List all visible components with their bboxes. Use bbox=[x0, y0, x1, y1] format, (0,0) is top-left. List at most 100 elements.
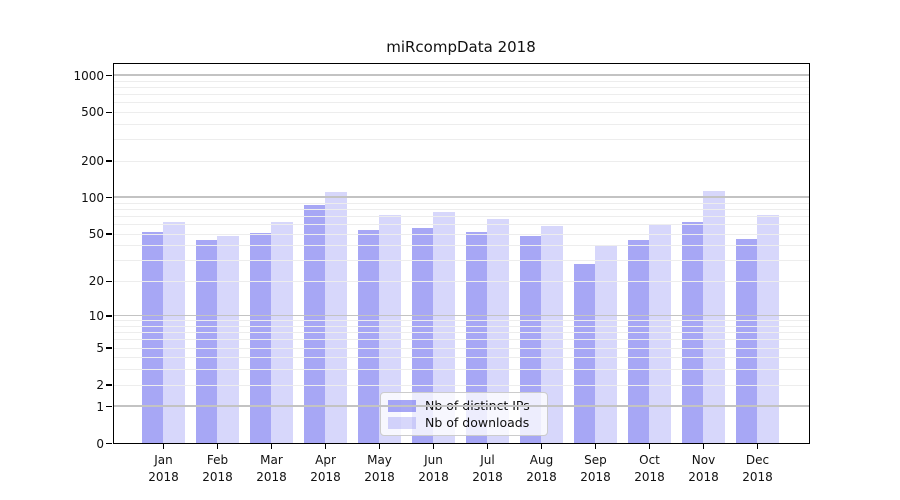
bar-distinct-ips-mar bbox=[249, 232, 271, 443]
x-tick-label: Apr 2018 bbox=[310, 452, 341, 486]
x-tick-label: Feb 2018 bbox=[202, 452, 233, 486]
x-tick-mark bbox=[378, 444, 381, 449]
x-tick-label: Oct 2018 bbox=[634, 452, 665, 486]
x-tick-mark bbox=[540, 444, 543, 449]
legend-label-downloads: Nb of downloads bbox=[425, 415, 530, 430]
x-tick-mark bbox=[648, 444, 651, 449]
x-tick-label: Mar 2018 bbox=[256, 452, 287, 486]
legend-swatch-downloads bbox=[388, 416, 416, 429]
minor-gridline bbox=[114, 139, 809, 140]
y-tick-mark bbox=[106, 74, 112, 77]
bar-distinct-ips-jul bbox=[465, 231, 487, 443]
bar-distinct-ips-dec bbox=[735, 239, 757, 443]
y-tick-mark bbox=[106, 315, 112, 317]
x-tick-mark bbox=[162, 444, 165, 449]
minor-gridline bbox=[114, 102, 809, 104]
y-tick-mark bbox=[106, 160, 112, 162]
y-tick-label: 2 bbox=[96, 378, 104, 392]
bar-downloads-aug bbox=[541, 225, 563, 443]
y-tick-label: 1 bbox=[96, 399, 104, 414]
y-tick-label: 5 bbox=[96, 341, 104, 356]
x-tick-mark bbox=[702, 444, 705, 449]
x-tick-year: 2018 bbox=[742, 470, 773, 484]
bar-downloads-dec bbox=[757, 214, 779, 443]
y-tick-label: 50 bbox=[88, 227, 104, 242]
legend-item-downloads: Nb of downloads bbox=[388, 415, 540, 430]
x-tick-mark bbox=[486, 444, 489, 449]
bar-distinct-ips-jan bbox=[141, 231, 163, 443]
x-tick-label: Nov 2018 bbox=[688, 452, 719, 486]
bar-distinct-ips-may bbox=[357, 229, 379, 443]
y-tick-mark bbox=[106, 233, 112, 235]
bar-distinct-ips-aug bbox=[519, 235, 541, 443]
x-tick-year: 2018 bbox=[634, 470, 665, 484]
x-tick-mark bbox=[432, 444, 435, 449]
x-tick-month: Oct bbox=[639, 453, 660, 467]
bar-downloads-feb bbox=[217, 235, 239, 443]
major-gridline bbox=[114, 74, 809, 76]
x-tick-mark bbox=[270, 444, 273, 449]
y-tick-label: 20 bbox=[88, 274, 104, 289]
y-tick-mark bbox=[106, 347, 112, 349]
legend-label-distinct-ips: Nb of distinct IPs bbox=[425, 398, 530, 413]
y-tick-label: 500 bbox=[81, 105, 104, 120]
minor-gridline bbox=[114, 111, 809, 113]
x-tick-year: 2018 bbox=[688, 470, 719, 484]
x-tick-year: 2018 bbox=[310, 470, 341, 484]
x-tick-year: 2018 bbox=[364, 470, 395, 484]
x-tick-label: May 2018 bbox=[364, 452, 395, 486]
x-tick-year: 2018 bbox=[580, 470, 611, 484]
bar-distinct-ips-sep bbox=[573, 263, 595, 443]
x-tick-month: May bbox=[367, 453, 392, 467]
x-tick-year: 2018 bbox=[526, 470, 557, 484]
x-tick-mark bbox=[756, 444, 759, 449]
x-tick-month: Jul bbox=[480, 453, 495, 467]
bar-distinct-ips-apr bbox=[303, 205, 325, 443]
bar-distinct-ips-oct bbox=[627, 240, 649, 443]
x-tick-month: Apr bbox=[315, 453, 336, 467]
x-tick-year: 2018 bbox=[256, 470, 287, 484]
y-tick-label: 100 bbox=[81, 190, 104, 205]
x-tick-label: Dec 2018 bbox=[742, 452, 773, 486]
minor-gridline bbox=[114, 86, 809, 88]
plot-area: Nb of distinct IPs Nb of downloads bbox=[113, 63, 810, 444]
x-tick-mark bbox=[324, 444, 327, 449]
x-tick-month: Feb bbox=[206, 453, 229, 467]
x-tick-month: Jun bbox=[424, 453, 443, 467]
x-tick-month: Jan bbox=[154, 453, 173, 467]
x-tick-label: Sep 2018 bbox=[580, 452, 611, 486]
bar-downloads-jul bbox=[487, 219, 509, 443]
minor-gridline bbox=[114, 94, 809, 95]
x-tick-month: Nov bbox=[691, 453, 716, 467]
legend-swatch-distinct-ips bbox=[388, 399, 416, 412]
bar-downloads-nov bbox=[703, 191, 725, 443]
x-tick-year: 2018 bbox=[472, 470, 503, 484]
minor-gridline bbox=[114, 123, 809, 125]
legend: Nb of distinct IPs Nb of downloads bbox=[380, 392, 548, 436]
y-tick-mark bbox=[106, 405, 112, 408]
bar-distinct-ips-nov bbox=[681, 221, 703, 443]
x-tick-month: Mar bbox=[260, 453, 283, 467]
bar-downloads-sep bbox=[595, 245, 617, 443]
y-tick-mark bbox=[106, 280, 112, 283]
legend-item-distinct-ips: Nb of distinct IPs bbox=[388, 398, 540, 413]
bar-downloads-jan bbox=[163, 222, 185, 443]
x-tick-mark bbox=[216, 444, 219, 449]
chart-title: miRcompData 2018 bbox=[386, 38, 536, 56]
x-tick-year: 2018 bbox=[418, 470, 449, 484]
minor-gridline bbox=[114, 80, 809, 82]
x-tick-month: Aug bbox=[529, 453, 554, 467]
y-tick-label: 200 bbox=[81, 154, 104, 168]
bar-downloads-oct bbox=[649, 224, 671, 443]
bar-distinct-ips-feb bbox=[195, 240, 217, 443]
minor-gridline bbox=[114, 160, 809, 162]
x-tick-label: Jul 2018 bbox=[472, 452, 503, 486]
x-tick-year: 2018 bbox=[202, 470, 233, 484]
y-tick-label: 10 bbox=[88, 308, 104, 323]
x-tick-year: 2018 bbox=[148, 470, 179, 484]
y-tick-mark bbox=[106, 111, 112, 114]
x-tick-label: Jan 2018 bbox=[148, 452, 179, 486]
x-tick-label: Aug 2018 bbox=[526, 452, 557, 486]
y-tick-label: 0 bbox=[96, 436, 104, 451]
